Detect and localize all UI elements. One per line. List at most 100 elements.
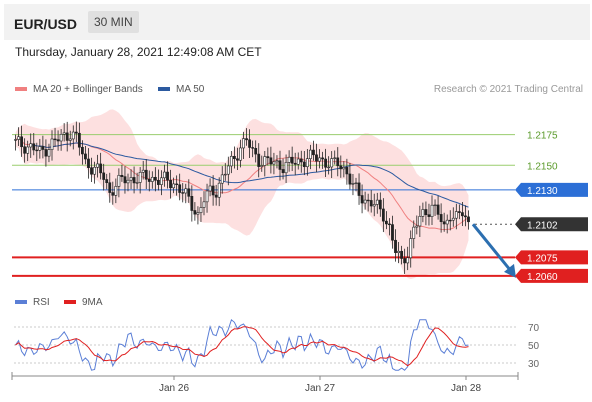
- candle-body: [26, 146, 30, 154]
- legend-ma20-label: MA 20 + Bollinger Bands: [33, 84, 143, 95]
- candle-body: [108, 182, 112, 193]
- candle-body: [333, 157, 337, 159]
- candle-body: [59, 133, 63, 142]
- candle-body: [354, 182, 358, 184]
- candle-body: [378, 199, 382, 210]
- candle-body: [302, 161, 306, 168]
- candle-body: [339, 165, 343, 170]
- candle-body: [220, 174, 224, 184]
- candle-body: [32, 143, 36, 151]
- rsi-tick-label: 30: [528, 359, 540, 370]
- candle-body: [132, 177, 136, 184]
- candle-body: [433, 204, 437, 207]
- rsi-line: [15, 318, 469, 371]
- candle-body: [211, 185, 215, 196]
- ma50-line: [30, 142, 469, 208]
- candle-body: [248, 139, 252, 148]
- candle-body: [424, 209, 428, 215]
- candle-body: [65, 132, 69, 141]
- candle-body: [418, 216, 422, 227]
- candle-body: [14, 139, 17, 141]
- level-tag-support: [515, 250, 588, 265]
- candle-body: [236, 158, 239, 161]
- candle-body: [327, 166, 331, 169]
- candle-body: [169, 179, 172, 189]
- candle-body: [62, 132, 66, 135]
- candle-body: [53, 138, 57, 141]
- candle-body: [360, 195, 364, 204]
- candle-body: [20, 136, 24, 148]
- candle-body: [196, 212, 200, 215]
- candle-body: [330, 158, 334, 168]
- ma20-swatch: [15, 87, 27, 92]
- candle-body: [448, 219, 452, 222]
- candle-body: [84, 153, 87, 160]
- candle-body: [321, 157, 324, 160]
- candle-body: [464, 215, 467, 218]
- level-tag-last: [515, 217, 588, 232]
- legend-rsi-label: RSI: [33, 297, 50, 308]
- candle-body: [439, 214, 443, 223]
- candle-body: [233, 155, 236, 160]
- symbol-title: EUR/USD: [14, 16, 78, 32]
- legend-ma50-label: MA 50: [176, 84, 205, 95]
- candle-body: [460, 212, 464, 217]
- candle-body: [141, 169, 145, 173]
- level-labels: 1.2175 1.2150 1.2130 1.2102 1.2075 1.2060: [515, 131, 588, 283]
- candle-body: [93, 166, 96, 175]
- candle-body: [178, 184, 182, 193]
- candle-body: [17, 136, 20, 140]
- candle-body: [41, 146, 45, 150]
- bollinger-band-area: [15, 109, 469, 280]
- candle-body: [120, 174, 124, 177]
- candle-body: [35, 149, 39, 152]
- candle-body: [68, 138, 72, 141]
- candle-body: [242, 138, 245, 149]
- rsi-ma-line: [15, 326, 469, 367]
- candle-body: [278, 160, 282, 170]
- candle-body: [391, 224, 394, 241]
- candle-body: [147, 178, 151, 182]
- candle-body: [208, 185, 212, 192]
- candle-body: [187, 188, 191, 197]
- candle-body: [381, 208, 385, 222]
- candle-body: [239, 147, 242, 161]
- candle-body: [29, 143, 33, 148]
- legend-9ma: 9MA: [64, 297, 103, 308]
- candle-body: [229, 155, 233, 167]
- candle-body: [287, 156, 291, 163]
- candle-body: [175, 183, 179, 186]
- candle-body: [403, 258, 407, 264]
- candle-body: [157, 179, 160, 185]
- candle-body: [138, 171, 142, 183]
- candle-body: [400, 250, 404, 259]
- candle-body: [342, 167, 346, 170]
- candle-body: [384, 220, 388, 225]
- candle-body: [427, 214, 431, 217]
- ma9-swatch: [64, 300, 76, 305]
- candle-body: [166, 171, 169, 181]
- candle-body: [123, 176, 127, 184]
- candle-body: [102, 172, 106, 180]
- candle-body: [126, 179, 130, 184]
- candle-body: [77, 132, 81, 148]
- forecast-arrow-line: [471, 223, 512, 271]
- candles-group: [14, 121, 470, 274]
- level-label-resistance: 1.2175: [527, 131, 558, 142]
- candle-body: [275, 160, 279, 163]
- candle-body: [366, 199, 370, 202]
- rsi-swatch: [15, 300, 27, 305]
- timeframe-badge[interactable]: 30 MIN: [88, 11, 139, 33]
- candle-body: [50, 138, 54, 150]
- candle-body: [318, 157, 321, 162]
- candle-body: [184, 188, 188, 194]
- candle-body: [99, 163, 103, 174]
- candle-body: [214, 194, 218, 198]
- candle-body: [430, 204, 434, 217]
- candle-body: [245, 138, 248, 141]
- candle-body: [412, 226, 416, 239]
- level-label-pivot: 1.2130: [527, 186, 558, 197]
- candle-body: [293, 162, 297, 165]
